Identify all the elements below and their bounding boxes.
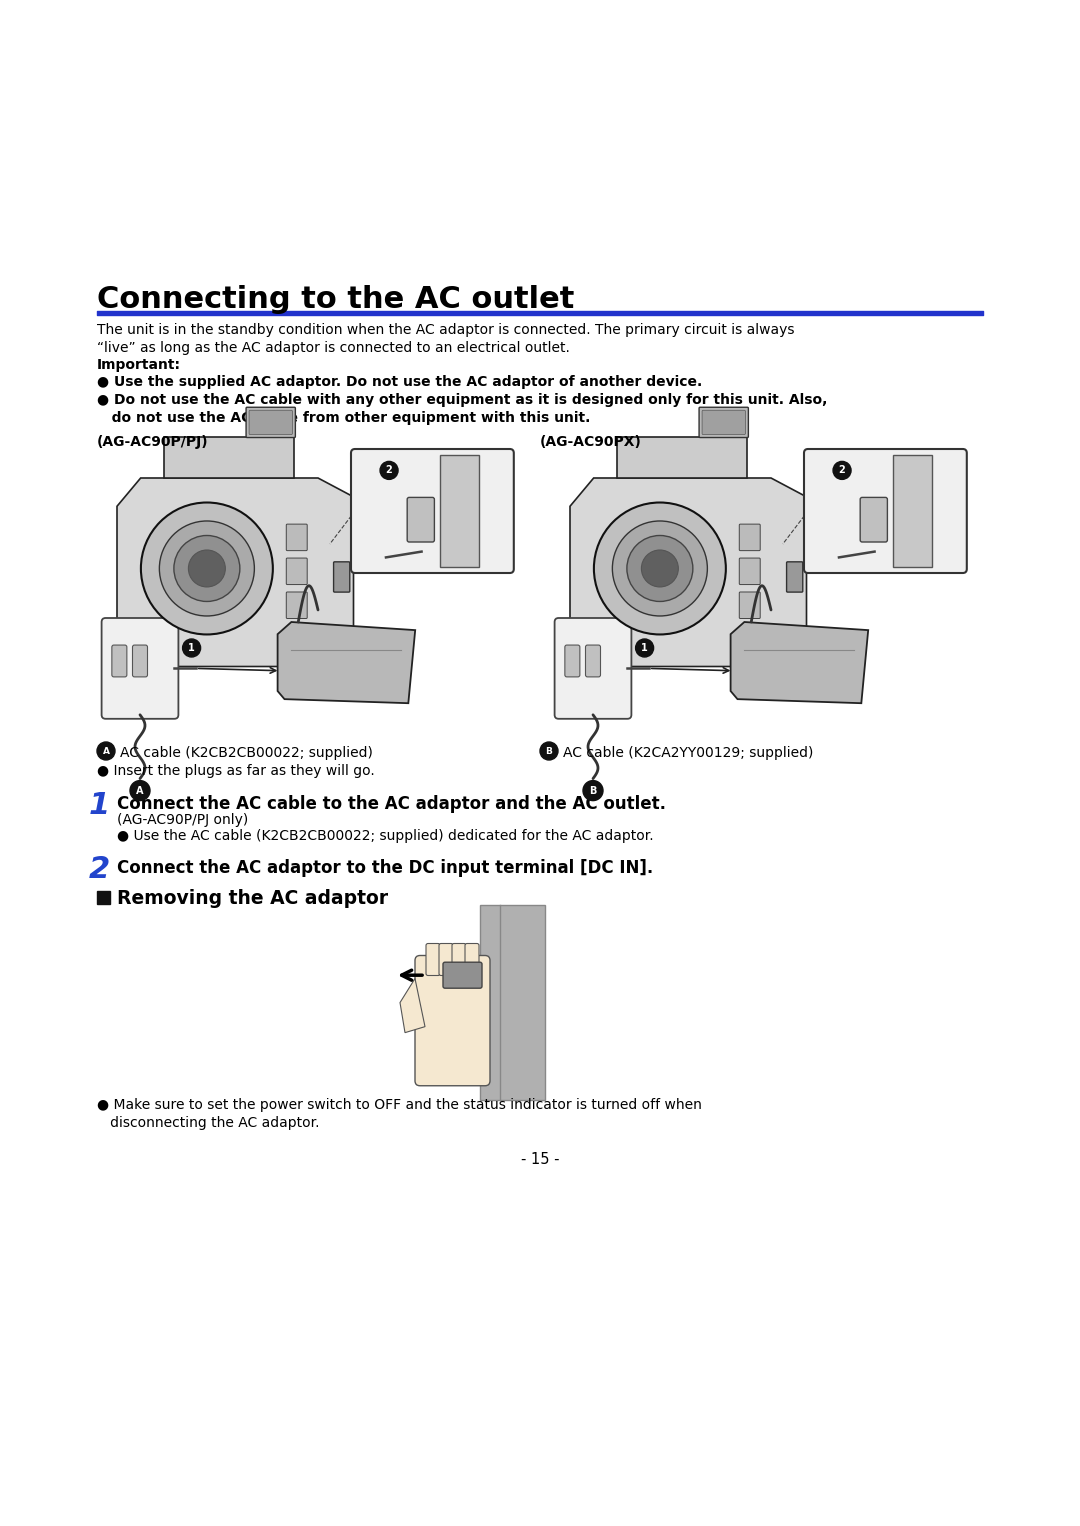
Text: 1: 1 [89,790,110,819]
Circle shape [833,461,851,479]
Text: ● Make sure to set the power switch to OFF and the status indicator is turned of: ● Make sure to set the power switch to O… [97,1099,702,1112]
Bar [480,905,545,1100]
Polygon shape [618,436,747,478]
Bar [550,449,980,739]
FancyBboxPatch shape [453,943,465,975]
FancyBboxPatch shape [286,559,307,584]
Circle shape [183,639,201,658]
Text: 2: 2 [89,855,110,884]
Text: 2: 2 [839,465,846,476]
FancyBboxPatch shape [465,943,480,975]
Polygon shape [570,478,807,667]
FancyBboxPatch shape [246,407,295,438]
Circle shape [174,536,240,601]
Text: A: A [103,746,109,755]
Circle shape [540,742,558,760]
Text: The unit is in the standby condition when the AC adaptor is connected. The prima: The unit is in the standby condition whe… [97,324,795,337]
Text: AC cable (K2CA2YY00129; supplied): AC cable (K2CA2YY00129; supplied) [563,746,813,760]
Text: (AG-AC90PX): (AG-AC90PX) [540,435,642,449]
Bar [97,891,110,903]
FancyBboxPatch shape [334,562,350,592]
Polygon shape [400,978,426,1033]
Circle shape [636,639,653,658]
FancyBboxPatch shape [740,592,760,618]
Bar [893,455,932,568]
Text: Removing the AC adaptor: Removing the AC adaptor [117,890,388,908]
FancyBboxPatch shape [133,645,148,678]
Text: 2: 2 [386,465,392,476]
Polygon shape [730,623,868,703]
Text: “live” as long as the AC adaptor is connected to an electrical outlet.: “live” as long as the AC adaptor is conn… [97,340,570,356]
Circle shape [380,461,399,479]
Bar [441,455,478,568]
FancyBboxPatch shape [740,559,760,584]
Circle shape [188,549,226,588]
Text: do not use the AC cable from other equipment with this unit.: do not use the AC cable from other equip… [97,410,591,426]
Circle shape [140,502,273,635]
Polygon shape [117,478,353,667]
Text: Connecting to the AC outlet: Connecting to the AC outlet [97,285,575,314]
Circle shape [642,549,678,588]
FancyBboxPatch shape [740,523,760,551]
Circle shape [160,520,255,617]
FancyBboxPatch shape [702,410,745,435]
FancyBboxPatch shape [426,943,440,975]
FancyBboxPatch shape [860,497,888,542]
Bar [97,449,527,739]
Circle shape [626,536,693,601]
Circle shape [583,781,603,801]
Text: ● Use the AC cable (K2CB2CB00022; supplied) dedicated for the AC adaptor.: ● Use the AC cable (K2CB2CB00022; suppli… [117,829,653,842]
FancyBboxPatch shape [555,618,632,719]
Polygon shape [278,623,415,703]
Circle shape [97,742,114,760]
FancyBboxPatch shape [786,562,802,592]
FancyBboxPatch shape [443,963,482,989]
Circle shape [130,781,150,801]
FancyBboxPatch shape [565,645,580,678]
FancyBboxPatch shape [351,449,514,572]
FancyBboxPatch shape [699,407,748,438]
Text: disconnecting the AC adaptor.: disconnecting the AC adaptor. [97,1116,320,1129]
Text: AC cable (K2CB2CB00022; supplied): AC cable (K2CB2CB00022; supplied) [120,746,373,760]
Text: B: B [545,746,553,755]
FancyBboxPatch shape [804,449,967,572]
FancyBboxPatch shape [585,645,600,678]
FancyBboxPatch shape [438,943,453,975]
FancyBboxPatch shape [286,592,307,618]
Circle shape [612,520,707,617]
Text: ● Do not use the AC cable with any other equipment as it is designed only for th: ● Do not use the AC cable with any other… [97,394,827,407]
Text: B: B [590,786,596,795]
Text: Connect the AC cable to the AC adaptor and the AC outlet.: Connect the AC cable to the AC adaptor a… [117,795,666,813]
Text: 1: 1 [642,642,648,653]
Text: Important:: Important: [97,359,181,372]
Polygon shape [164,436,295,478]
Text: - 15 -: - 15 - [521,1152,559,1167]
Text: ● Insert the plugs as far as they will go.: ● Insert the plugs as far as they will g… [97,765,375,778]
Text: 1: 1 [188,642,195,653]
Text: (AG-AC90P/PJ): (AG-AC90P/PJ) [97,435,208,449]
FancyBboxPatch shape [249,410,293,435]
Text: A: A [136,786,144,795]
Circle shape [594,502,726,635]
FancyBboxPatch shape [407,497,434,542]
Text: ● Use the supplied AC adaptor. Do not use the AC adaptor of another device.: ● Use the supplied AC adaptor. Do not us… [97,375,702,389]
FancyBboxPatch shape [112,645,126,678]
Text: (AG-AC90P/PJ only): (AG-AC90P/PJ only) [117,813,248,827]
FancyBboxPatch shape [102,618,178,719]
Text: Connect the AC adaptor to the DC input terminal [DC IN].: Connect the AC adaptor to the DC input t… [117,859,653,877]
FancyBboxPatch shape [286,523,307,551]
FancyBboxPatch shape [415,955,490,1087]
